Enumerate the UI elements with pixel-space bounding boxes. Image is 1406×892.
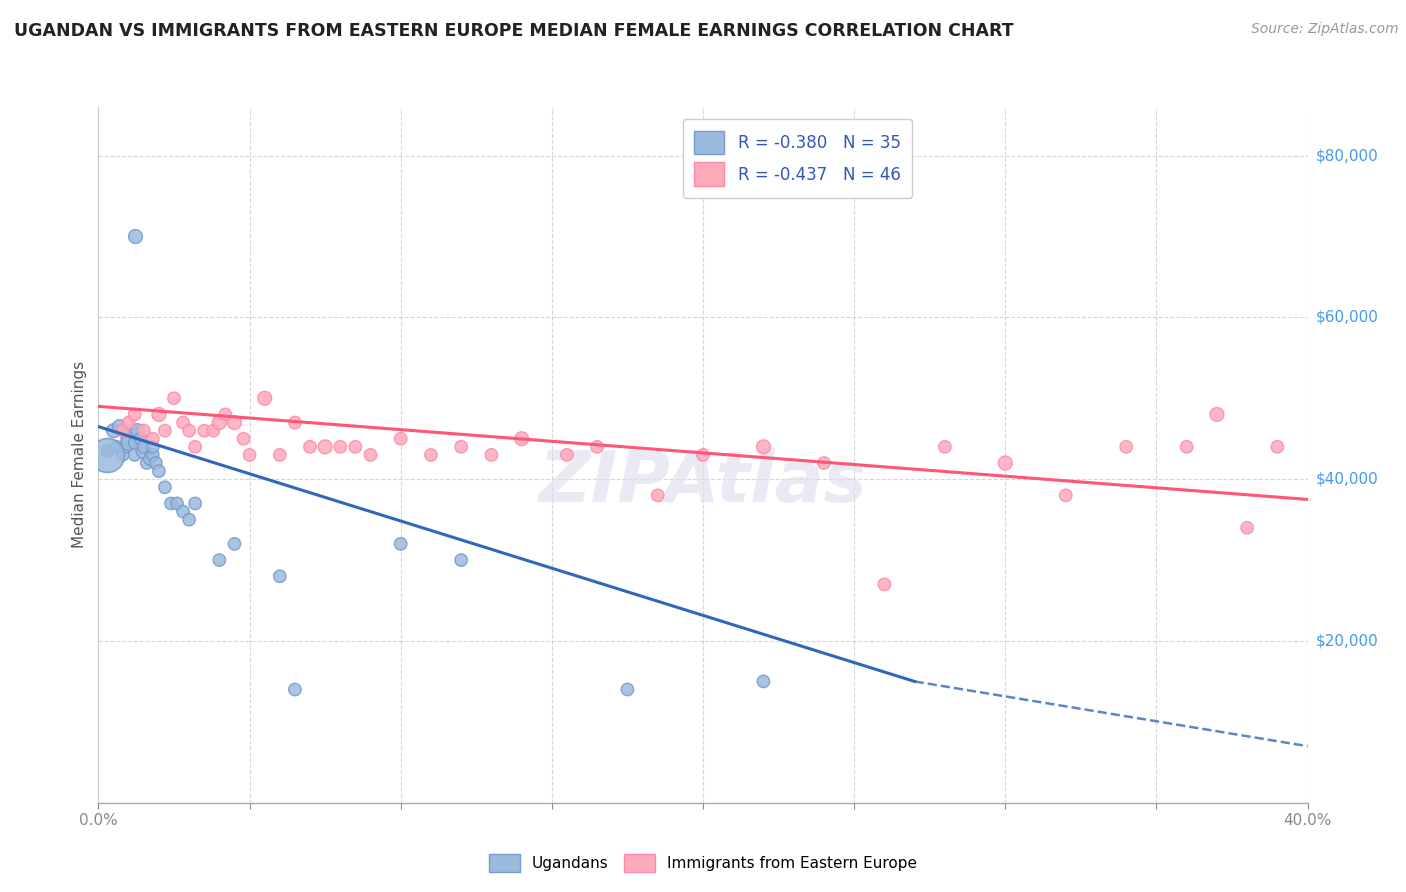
Point <box>129 432 152 446</box>
Point <box>111 424 134 438</box>
Point <box>1206 408 1229 422</box>
Point <box>142 440 165 454</box>
Point <box>142 432 165 446</box>
Point <box>1175 440 1198 454</box>
Point <box>450 553 472 567</box>
Point <box>118 435 141 450</box>
Point <box>299 440 322 454</box>
Point <box>193 424 215 438</box>
Point <box>419 448 441 462</box>
Point <box>873 577 896 591</box>
Point <box>389 432 412 446</box>
Point <box>160 496 183 510</box>
Point <box>692 448 714 462</box>
Point <box>153 424 176 438</box>
Point <box>224 416 246 430</box>
Point <box>389 537 412 551</box>
Point <box>208 416 231 430</box>
Point <box>96 448 118 462</box>
Point <box>124 435 146 450</box>
Point <box>153 480 176 494</box>
Legend: R = -0.380   N = 35, R = -0.437   N = 46: R = -0.380 N = 35, R = -0.437 N = 46 <box>683 119 912 198</box>
Point <box>329 440 352 454</box>
Point <box>1265 440 1288 454</box>
Point <box>148 408 170 422</box>
Point <box>124 408 146 422</box>
Y-axis label: Median Female Earnings: Median Female Earnings <box>72 361 87 549</box>
Point <box>481 448 503 462</box>
Point <box>124 448 146 462</box>
Point <box>139 452 162 467</box>
Point <box>132 424 155 438</box>
Point <box>752 440 775 454</box>
Point <box>284 682 307 697</box>
Point <box>135 456 157 470</box>
Text: ZIPAtlas: ZIPAtlas <box>538 449 868 517</box>
Point <box>647 488 669 502</box>
Point <box>269 448 291 462</box>
Point <box>108 419 131 434</box>
Point <box>1115 440 1137 454</box>
Point <box>224 537 246 551</box>
Point <box>314 440 336 454</box>
Point <box>360 448 382 462</box>
Point <box>616 682 638 697</box>
Point <box>177 424 201 438</box>
Point <box>114 440 136 454</box>
Point <box>127 424 149 438</box>
Text: $60,000: $60,000 <box>1316 310 1379 325</box>
Text: $20,000: $20,000 <box>1316 633 1379 648</box>
Point <box>202 424 225 438</box>
Point <box>214 408 236 422</box>
Point <box>239 448 262 462</box>
Text: $80,000: $80,000 <box>1316 148 1379 163</box>
Point <box>934 440 956 454</box>
Point <box>172 416 194 430</box>
Point <box>118 432 141 446</box>
Point <box>586 440 609 454</box>
Point <box>510 432 533 446</box>
Point <box>121 424 143 438</box>
Point <box>1054 488 1077 502</box>
Point <box>344 440 367 454</box>
Point <box>813 456 835 470</box>
Point <box>166 496 188 510</box>
Point <box>269 569 291 583</box>
Legend: Ugandans, Immigrants from Eastern Europe: Ugandans, Immigrants from Eastern Europe <box>482 846 924 880</box>
Point <box>163 392 186 406</box>
Point <box>450 440 472 454</box>
Point <box>1236 521 1258 535</box>
Point <box>111 448 134 462</box>
Point <box>132 443 155 458</box>
Point <box>555 448 578 462</box>
Text: Source: ZipAtlas.com: Source: ZipAtlas.com <box>1251 22 1399 37</box>
Point <box>105 440 128 454</box>
Point <box>208 553 231 567</box>
Point <box>96 443 118 458</box>
Point <box>172 504 194 518</box>
Point <box>148 464 170 478</box>
Point <box>253 392 276 406</box>
Point <box>752 674 775 689</box>
Point <box>145 456 167 470</box>
Point <box>132 440 155 454</box>
Point <box>284 416 307 430</box>
Point <box>184 496 207 510</box>
Point <box>124 229 146 244</box>
Point <box>118 416 141 430</box>
Point <box>142 448 165 462</box>
Point <box>177 513 201 527</box>
Point <box>232 432 254 446</box>
Point <box>103 424 125 438</box>
Point <box>994 456 1017 470</box>
Point <box>184 440 207 454</box>
Text: UGANDAN VS IMMIGRANTS FROM EASTERN EUROPE MEDIAN FEMALE EARNINGS CORRELATION CHA: UGANDAN VS IMMIGRANTS FROM EASTERN EUROP… <box>14 22 1014 40</box>
Text: $40,000: $40,000 <box>1316 472 1379 487</box>
